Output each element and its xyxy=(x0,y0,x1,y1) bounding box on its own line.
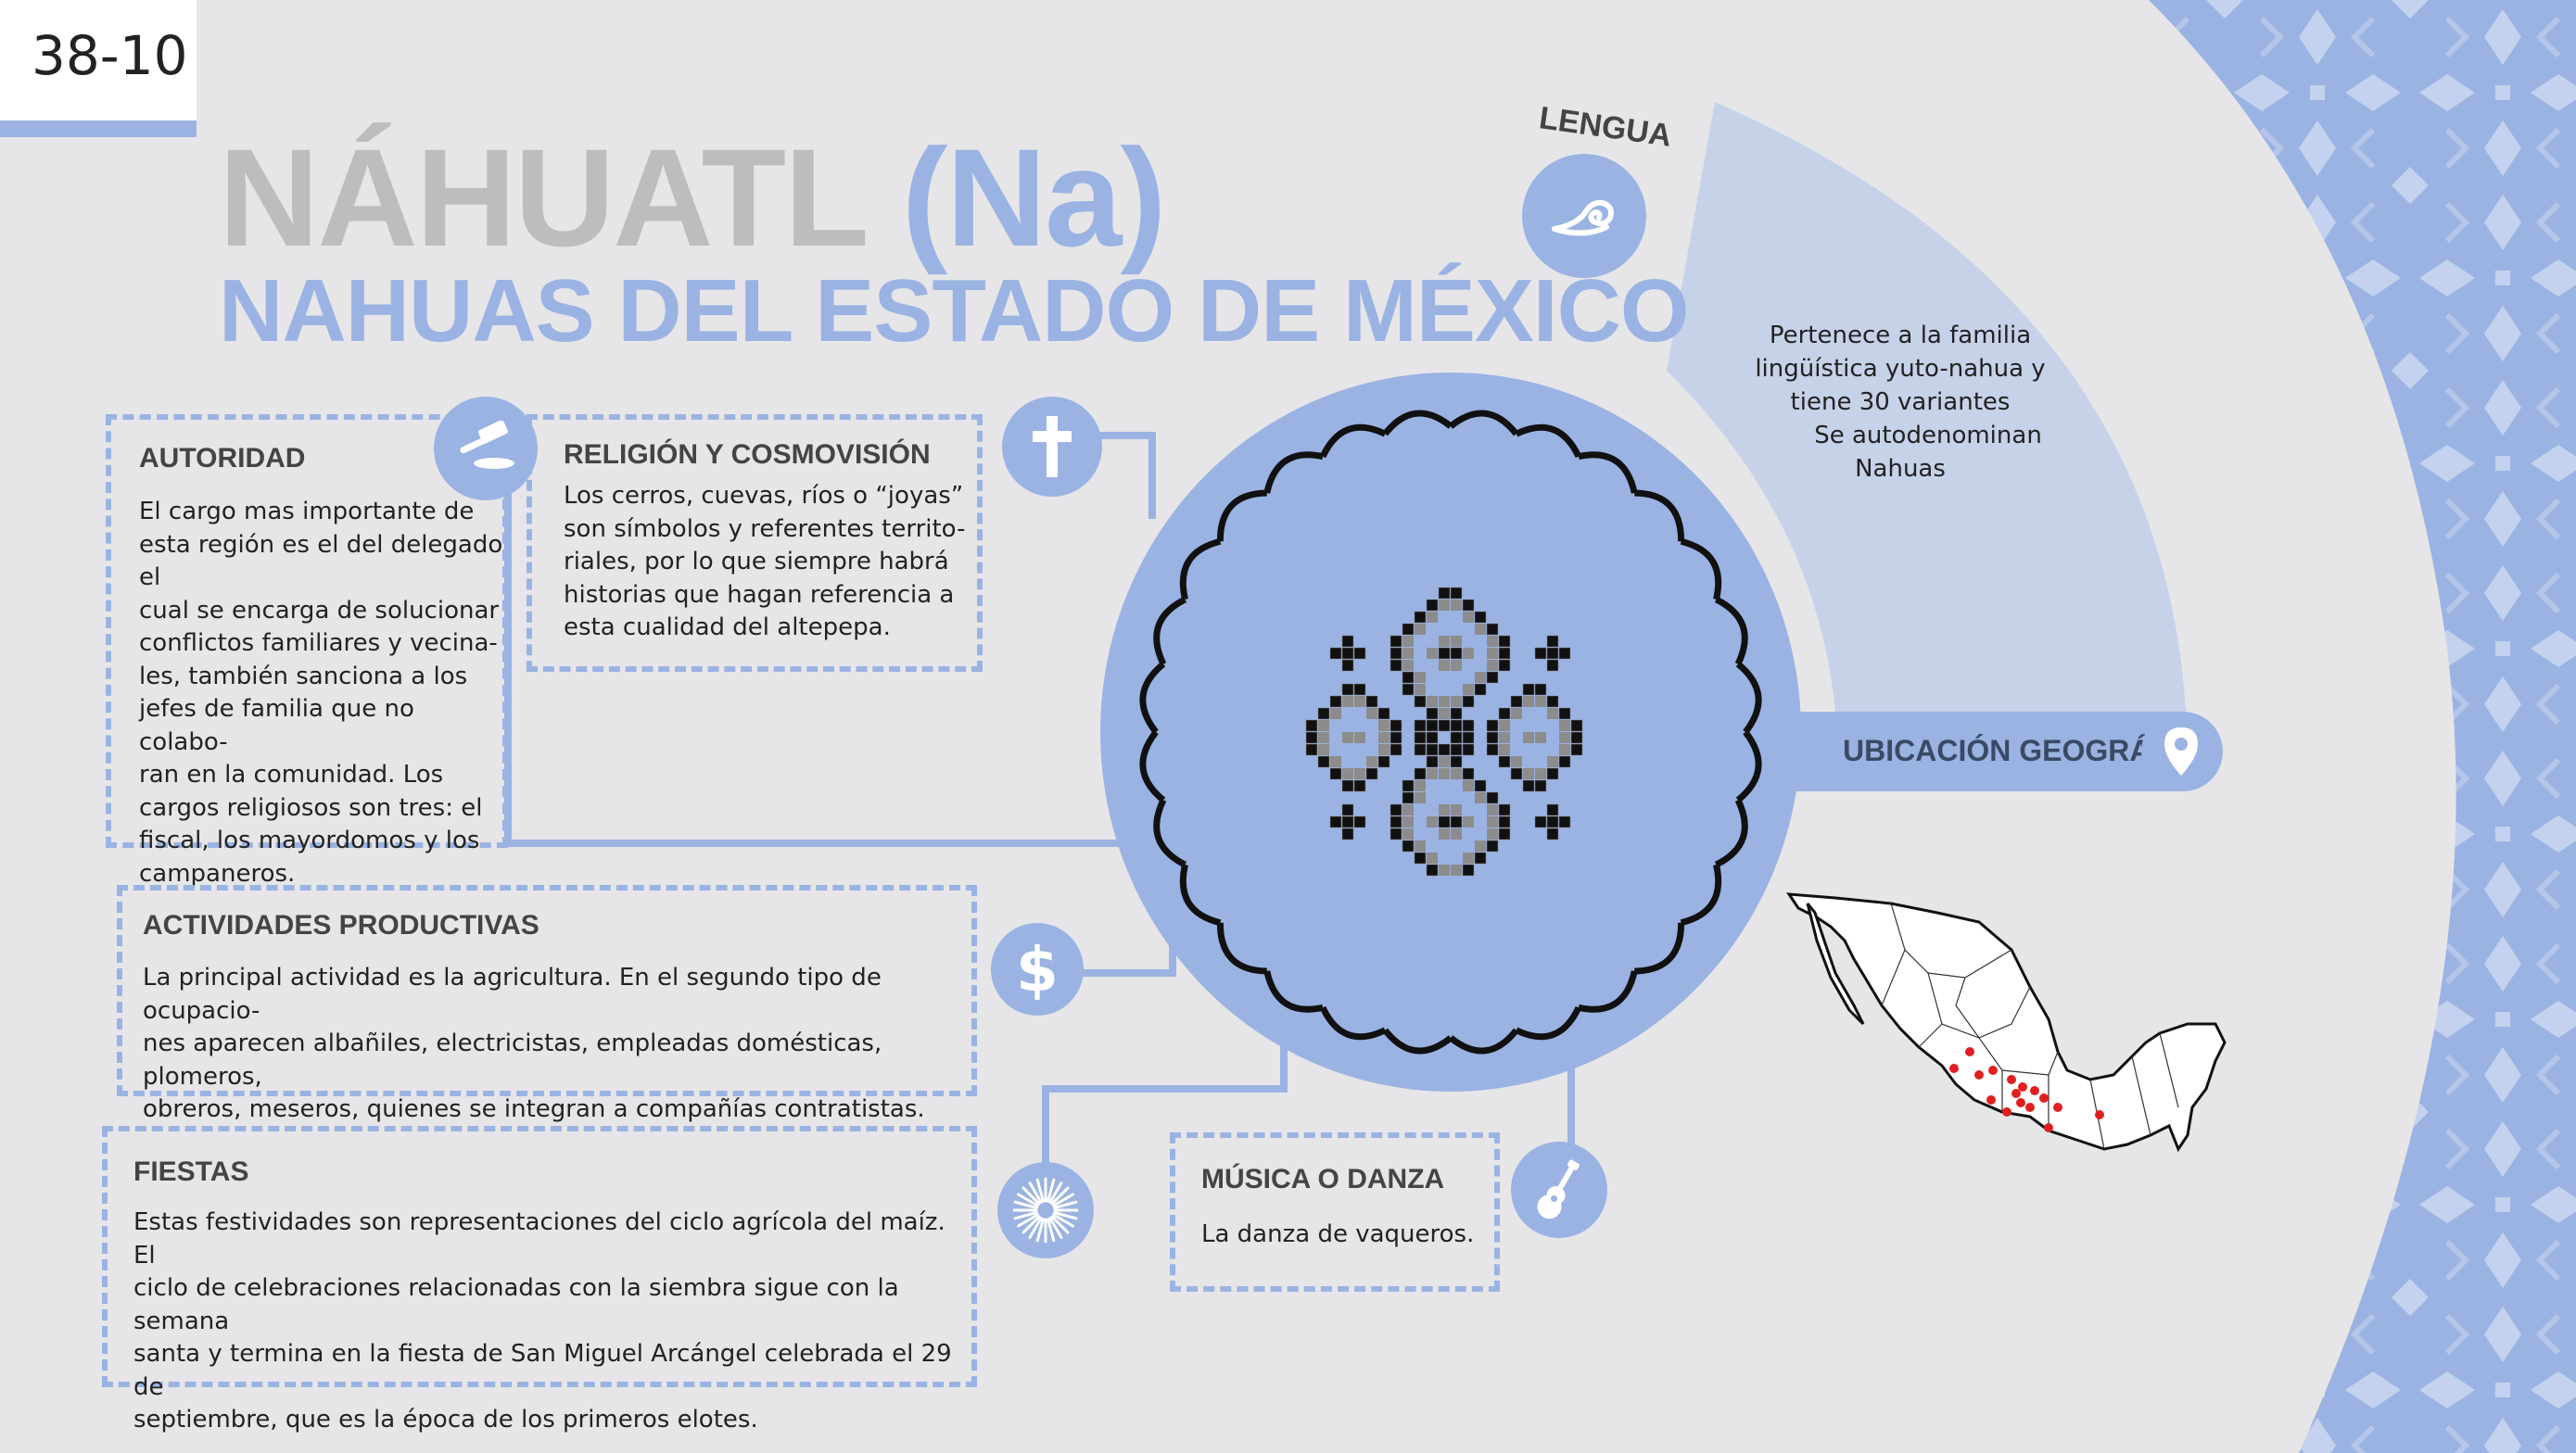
firework-icon xyxy=(1012,1177,1079,1244)
religion-box xyxy=(527,414,983,672)
text-line: les, también sanciona a los xyxy=(139,662,468,690)
text-line: jefes de familia que no colabo- xyxy=(139,695,414,756)
speech-swirl-icon xyxy=(1552,199,1614,236)
actividades-box xyxy=(117,885,977,1096)
actividades-icon-circle: $ xyxy=(991,923,1084,1016)
page-number: 38-10 xyxy=(32,24,188,87)
text-line: son símbolos y referentes territo- xyxy=(564,514,966,543)
text-line: ran en la comunidad. Los xyxy=(139,761,444,789)
religion-icon-circle xyxy=(1002,397,1102,497)
embroidery-medallion xyxy=(1100,373,1801,1092)
text-line: obreros, meseros, quienes se integran a … xyxy=(143,1095,925,1123)
text-line: La danza de vaqueros. xyxy=(1201,1220,1475,1248)
lengua-description: Pertenece a la familia lingüística yuto-… xyxy=(1687,319,2113,486)
autoridad-title: AUTORIDAD xyxy=(139,443,306,474)
text-line: esta cualidad del altepepa. xyxy=(564,613,891,641)
dollar-icon: $ xyxy=(1016,933,1059,1005)
text-line: Estas festividades son representaciones … xyxy=(133,1208,945,1270)
ubicacion-icon-circle xyxy=(2141,712,2221,791)
mexico-map xyxy=(1786,892,2227,1153)
autoridad-text: El cargo mas importante de esta región e… xyxy=(139,496,510,891)
lengua-line: lingüística yuto-nahua y xyxy=(1755,355,2046,383)
lengua-line: Se autodenominan xyxy=(1814,422,2042,449)
text-line: Los cerros, cuevas, ríos o “joyas” xyxy=(564,482,964,510)
text-line: esta región es el del delegado el xyxy=(139,530,503,592)
text-line: ciclo de celebraciones relacionadas con … xyxy=(133,1274,899,1335)
actividades-title: ACTIVIDADES PRODUCTIVAS xyxy=(143,910,539,941)
fiestas-icon-circle xyxy=(997,1162,1094,1258)
lengua-icon-circle xyxy=(1522,154,1646,278)
text-line: santa y termina en la fiesta de San Migu… xyxy=(133,1340,952,1401)
text-line: riales, por lo que siempre habrá xyxy=(564,548,949,575)
fiestas-text: Estas festividades son representaciones … xyxy=(133,1207,968,1437)
guitar-icon xyxy=(1537,1159,1580,1219)
text-line: El cargo mas importante de xyxy=(139,498,475,525)
title-code: (Na) xyxy=(901,120,1167,275)
musica-box xyxy=(1170,1132,1500,1292)
text-line: septiembre, que es la época de los prime… xyxy=(133,1406,758,1434)
lengua-line: tiene 30 variantes xyxy=(1790,388,2011,416)
cross-icon xyxy=(1033,416,1072,477)
lengua-line: Nahuas xyxy=(1855,455,1946,483)
text-line: historias que hagan referencia a xyxy=(564,580,955,609)
text-line: campaneros. xyxy=(139,859,296,888)
lengua-line: Pertenece a la familia xyxy=(1769,322,2032,349)
religion-title: RELIGIÓN Y COSMOVISIÓN xyxy=(564,439,931,470)
page-subtitle: NAHUAS DEL ESTADO DE MÉXICO xyxy=(219,261,1690,360)
religion-text: Los cerros, cuevas, ríos o “joyas” son s… xyxy=(564,480,981,645)
text-line: La principal actividad es la agricultura… xyxy=(143,964,882,1025)
text-line: conflictos familiares y vecina- xyxy=(139,629,498,657)
musica-text: La danza de vaqueros. xyxy=(1201,1219,1479,1252)
page-title: NÁHUATL (Na) xyxy=(219,128,1166,267)
musica-title: MÚSICA O DANZA xyxy=(1201,1164,1445,1194)
title-main: NÁHUATL xyxy=(219,120,867,275)
text-line: cargos religiosos son tres: el xyxy=(139,793,483,822)
autoridad-icon-circle xyxy=(434,397,538,500)
text-line: cual se encarga de solucionar xyxy=(139,596,500,625)
musica-icon-circle xyxy=(1511,1142,1607,1238)
text-line: nes aparecen albañiles, electricistas, e… xyxy=(143,1030,882,1091)
location-pin-icon xyxy=(2164,727,2198,776)
actividades-text: La principal actividad es la agricultura… xyxy=(143,962,968,1127)
gavel-icon xyxy=(460,421,514,469)
fiestas-title: FIESTAS xyxy=(133,1156,249,1187)
text-line: fiscal, los mayordomos y los xyxy=(139,827,480,854)
page-badge: 38-10 xyxy=(0,0,197,137)
autoridad-box xyxy=(106,414,508,848)
fiestas-box xyxy=(102,1126,977,1387)
